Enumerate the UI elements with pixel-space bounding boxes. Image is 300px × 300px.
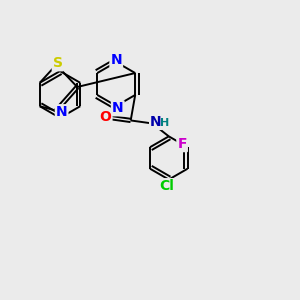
Text: F: F: [177, 137, 187, 151]
Text: S: S: [53, 56, 63, 70]
Text: N: N: [56, 105, 68, 119]
Text: O: O: [100, 110, 111, 124]
Text: N: N: [150, 115, 162, 129]
Text: H: H: [160, 118, 170, 128]
Text: N: N: [110, 53, 122, 67]
Text: N: N: [112, 101, 124, 115]
Text: Cl: Cl: [159, 179, 174, 193]
